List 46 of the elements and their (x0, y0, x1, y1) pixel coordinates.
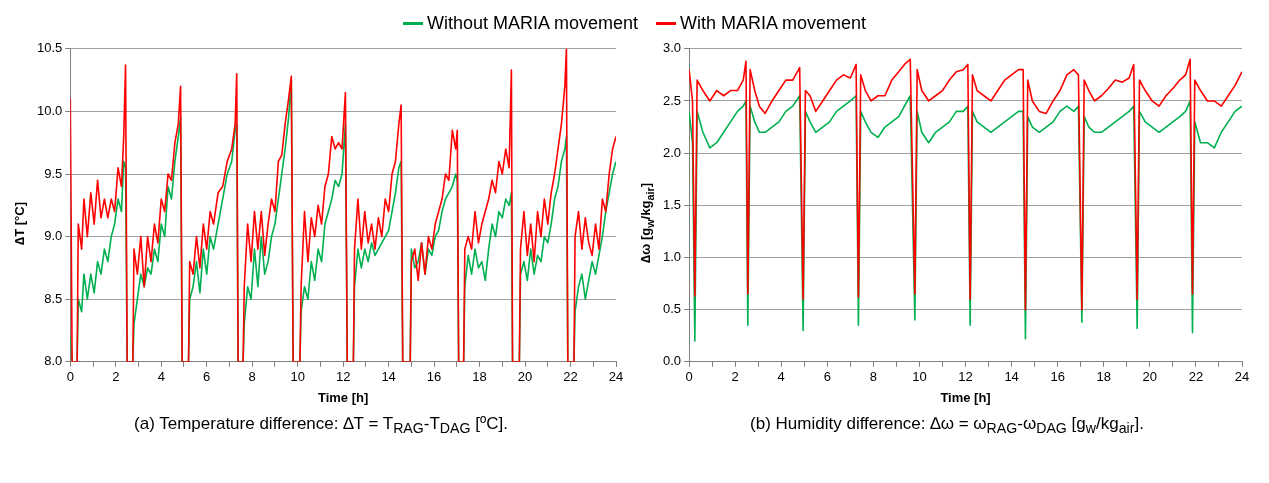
y-axis-title: ∆T [°C] (12, 201, 28, 245)
x-tick-label: 22 (563, 369, 578, 385)
text: (a) Temperature difference: ∆T = T$_{RAG}$-T$_{DAG}$ [ºC]. (134, 414, 508, 437)
y-tick-label: 9.5 (44, 165, 63, 181)
x-tick-label: 8 (869, 369, 877, 385)
y-tick-label: 2.5 (662, 92, 682, 108)
y-tick-label: 10.0 (36, 102, 63, 118)
y-tick-label: 0.5 (662, 301, 682, 317)
legend-label: With MARIA movement (680, 12, 867, 34)
y-tick-label: 9.0 (44, 228, 63, 244)
x-tick-label: 20 (517, 369, 533, 385)
x-tick-label: 22 (1188, 369, 1204, 385)
x-tick-label: 20 (1142, 369, 1158, 385)
x-tick-label: 14 (381, 369, 396, 385)
x-tick-label: 10 (290, 369, 305, 385)
x-tick-label: 4 (157, 369, 165, 385)
x-tick-label: 24 (1234, 369, 1250, 385)
y-tick-label: 1.5 (662, 196, 682, 212)
x-tick-label: 2 (112, 369, 120, 385)
x-tick-label: 12 (335, 369, 351, 385)
x-tick-label: 18 (472, 369, 487, 385)
x-tick-label: 0 (66, 369, 74, 385)
x-tick-label: 2 (731, 369, 739, 385)
x-tick-label: 24 (608, 369, 624, 385)
x-axis-title: Time [h] (317, 389, 369, 405)
x-axis-title: Time [h] (940, 389, 991, 405)
x-tick-label: 10 (912, 369, 927, 385)
x-tick-label: 14 (1004, 369, 1019, 385)
x-tick-label: 6 (203, 369, 211, 385)
x-tick-label: 16 (1050, 369, 1065, 385)
x-tick-label: 4 (777, 369, 785, 385)
x-tick-label: 6 (823, 369, 831, 385)
y-tick-label: 8.0 (44, 353, 63, 369)
y-tick-label: 10.5 (36, 40, 63, 56)
x-tick-label: 0 (685, 369, 693, 385)
x-tick-label: 16 (426, 369, 442, 385)
text: (b) Humidity difference: ∆ω = ω$_{RAG}$-ω$_{DAG}$ [g$_{w}$/kg$_{air}$]. (750, 414, 1144, 437)
legend-label: Without MARIA movement (426, 12, 639, 34)
y-tick-label: 1.0 (662, 249, 682, 265)
y-tick-label: 8.5 (44, 290, 63, 306)
y-tick-label: 0.0 (662, 353, 682, 369)
y-tick-label: 2.0 (662, 144, 682, 160)
x-tick-label: 18 (1096, 369, 1111, 385)
x-tick-label: 12 (958, 369, 973, 385)
y-tick-label: 3.0 (662, 40, 682, 56)
x-tick-label: 8 (248, 369, 256, 385)
